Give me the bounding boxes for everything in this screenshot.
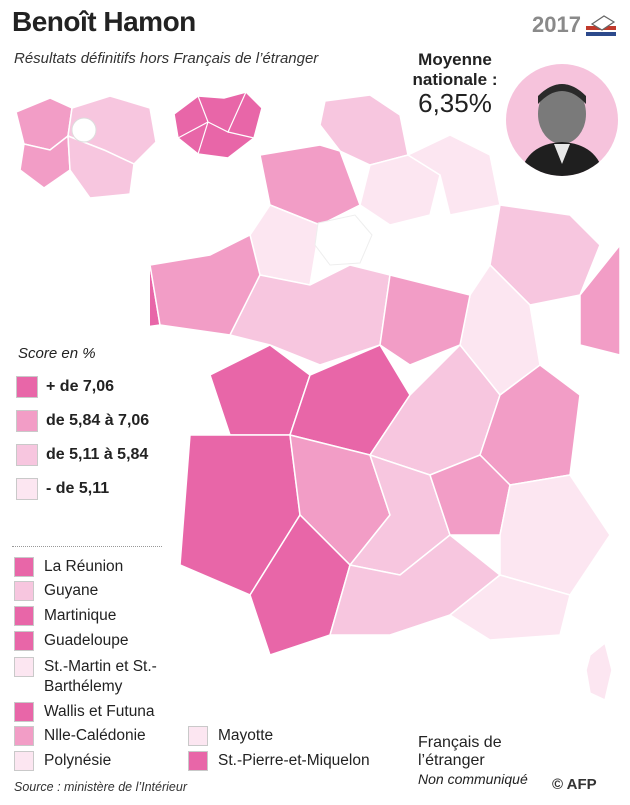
overseas-label: Guadeloupe: [44, 632, 129, 649]
overseas-swatch: [14, 751, 34, 771]
election-year: 2017: [532, 12, 581, 37]
overseas-item: Guadeloupe: [14, 631, 128, 651]
overseas-item: St.-Martin et St.-Barthélemy: [14, 657, 194, 697]
legend-swatch: [16, 444, 38, 466]
legend-label: de 5,84 à 7,06: [46, 412, 150, 429]
overseas-swatch: [14, 702, 34, 722]
overseas-label: St.-Pierre-et-Miquelon: [218, 752, 370, 769]
legend-item: de 5,84 à 7,06: [16, 410, 149, 432]
legend-swatch: [16, 478, 38, 500]
overseas-item: Polynésie: [14, 751, 111, 771]
overseas-swatch: [14, 657, 34, 677]
overseas-item: Martinique: [14, 606, 116, 626]
overseas-item: La Réunion: [14, 557, 123, 577]
legend-swatch: [16, 410, 38, 432]
overseas-label: Guyane: [44, 582, 99, 599]
average-label: Moyenne nationale :: [412, 50, 498, 89]
legend-item: + de 7,06: [16, 376, 114, 398]
overseas-swatch: [188, 751, 208, 771]
map-title: Benoît Hamon: [12, 6, 196, 37]
legend-item: de 5,11 à 5,84: [16, 444, 148, 466]
abroad-note: Français de l’étranger Non communiqué: [418, 734, 528, 789]
overseas-swatch: [14, 581, 34, 601]
overseas-label: Martinique: [44, 607, 117, 624]
overseas-label: Nlle-Calédonie: [44, 727, 146, 744]
ile-de-france-inset: [15, 95, 157, 199]
overseas-label: St.-Martin et St.-Barthélemy: [44, 658, 157, 695]
legend-title: Score en %: [18, 345, 96, 362]
overseas-swatch: [14, 606, 34, 626]
overseas-item: St.-Pierre-et-Miquelon: [188, 751, 370, 771]
candidate-portrait: [506, 64, 618, 176]
abroad-label: Français de l’étranger: [418, 734, 502, 769]
overseas-swatch: [14, 726, 34, 746]
legend-label: de 5,11 à 5,84: [46, 446, 149, 463]
overseas-swatch: [14, 557, 34, 577]
overseas-item: Nlle-Calédonie: [14, 726, 146, 746]
overseas-label: Polynésie: [44, 752, 112, 769]
overseas-item: Wallis et Futuna: [14, 702, 155, 722]
overseas-swatch: [14, 631, 34, 651]
legend-swatch: [16, 376, 38, 398]
overseas-item: Guyane: [14, 581, 98, 601]
legend-label: + de 7,06: [46, 378, 115, 395]
overseas-label: Wallis et Futuna: [44, 703, 155, 720]
overseas-label: Mayotte: [218, 727, 274, 744]
legend-label: - de 5,11: [46, 480, 110, 497]
afp-credit: © AFP: [552, 776, 597, 793]
overseas-swatch: [188, 726, 208, 746]
overseas-label: La Réunion: [44, 558, 124, 575]
legend-item: - de 5,11: [16, 478, 109, 500]
map-subtitle: Résultats définitifs hors Français de l’…: [14, 50, 319, 67]
legend-divider: [12, 546, 162, 547]
average-value: 6,35%: [418, 88, 492, 118]
abroad-status: Non communiqué: [418, 771, 528, 787]
paris-inset: [173, 91, 263, 159]
overseas-item: Mayotte: [188, 726, 273, 746]
ballot-box-icon: [586, 15, 616, 36]
france-map: [150, 95, 620, 700]
source-note: Source : ministère de l’Intérieur: [14, 780, 187, 794]
